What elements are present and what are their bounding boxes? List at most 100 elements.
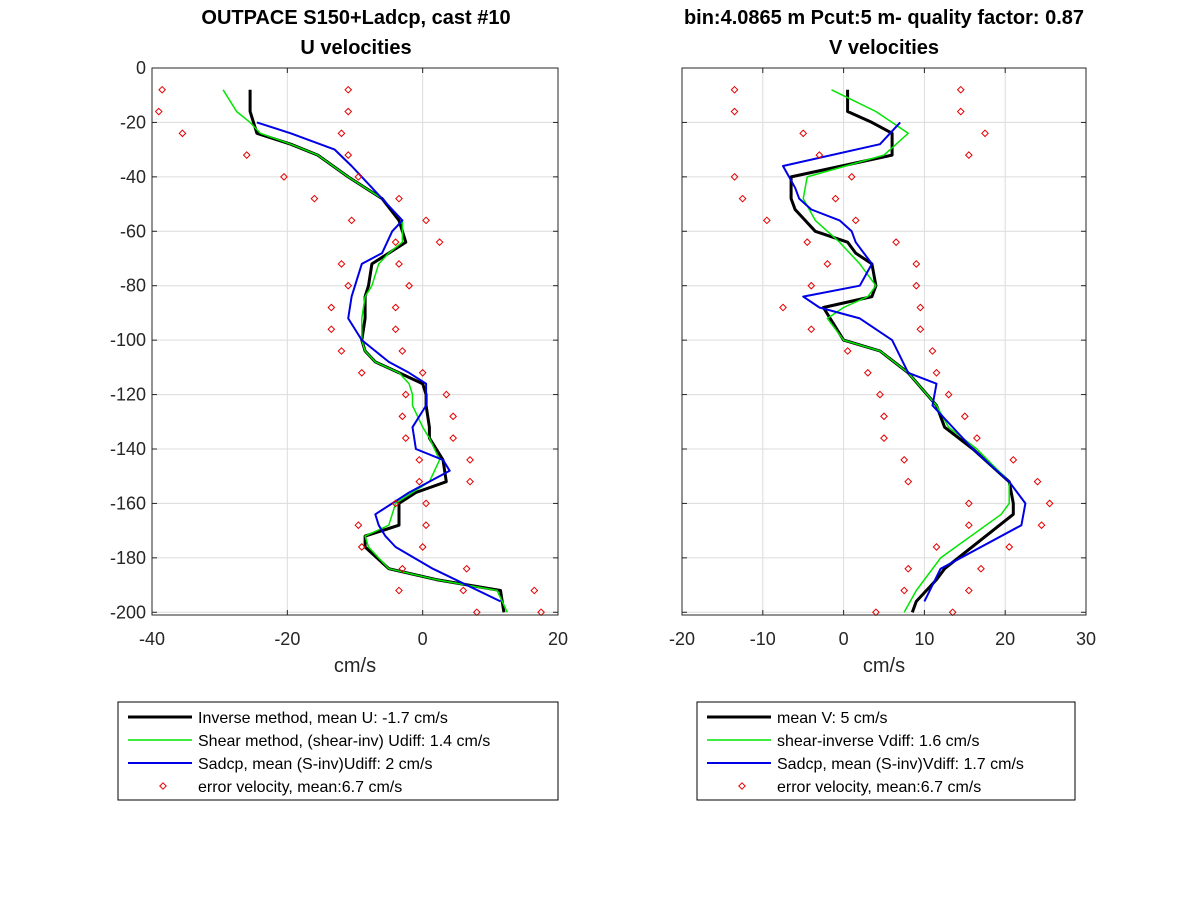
error-velocity-point xyxy=(904,477,913,486)
error-velocity-point xyxy=(357,368,366,377)
error-velocity-point xyxy=(395,586,403,595)
error-velocity-point xyxy=(807,325,816,334)
error-velocity-point xyxy=(530,586,539,595)
right-legend: mean V: 5 cm/s shear-inverse Vdiff: 1.6 c… xyxy=(696,701,1076,801)
legend-marker-error xyxy=(159,782,167,790)
error-velocity-point xyxy=(280,172,288,181)
error-velocity-point xyxy=(912,281,921,290)
error-velocity-point xyxy=(154,107,163,116)
sadcp-series-line xyxy=(256,121,501,603)
error-velocity-point xyxy=(1037,521,1046,530)
error-velocity-point xyxy=(344,107,353,116)
y-tick-label: -100 xyxy=(110,330,146,350)
error-velocity-point xyxy=(449,434,458,443)
left-series-group xyxy=(154,85,545,617)
x-tick-label: 20 xyxy=(548,629,568,649)
error-velocity-point xyxy=(1045,499,1054,508)
error-velocity-point xyxy=(415,477,424,486)
error-velocity-point xyxy=(398,564,407,573)
error-velocity-point xyxy=(435,238,444,247)
x-tick-label: 30 xyxy=(1076,629,1096,649)
error-velocity-point xyxy=(981,129,989,138)
error-velocity-point xyxy=(847,172,856,181)
error-velocity-point xyxy=(310,194,319,203)
error-velocity-point xyxy=(892,238,901,247)
error-velocity-point xyxy=(964,586,973,595)
sadcp-series-line xyxy=(782,121,1027,602)
error-velocity-point xyxy=(843,347,852,355)
error-velocity-point xyxy=(904,564,913,573)
error-velocity-point xyxy=(977,564,985,573)
error-velocity-point xyxy=(973,434,981,443)
error-velocity-point xyxy=(398,347,407,355)
right-plot-background xyxy=(682,68,1086,615)
error-velocity-point xyxy=(442,390,451,399)
error-velocity-point xyxy=(398,412,407,421)
error-velocity-point xyxy=(964,521,973,530)
left-title-line1: OUTPACE S150+Ladcp, cast #10 xyxy=(201,7,510,29)
error-velocity-point xyxy=(405,281,414,290)
error-velocity-point xyxy=(944,390,953,399)
x-tick-label: 20 xyxy=(995,629,1015,649)
error-velocity-point xyxy=(928,347,937,355)
y-tick-label: -120 xyxy=(110,385,146,405)
error-velocity-point xyxy=(916,325,925,334)
error-velocity-point xyxy=(964,499,973,508)
error-velocity-point xyxy=(1033,477,1042,486)
error-velocity-point xyxy=(391,499,400,508)
error-velocity-point xyxy=(932,543,941,551)
v-velocity-panel: bin:4.0865 m Pcut:5 m- quality factor: 0… xyxy=(669,7,1096,801)
error-velocity-point xyxy=(863,368,872,377)
error-velocity-point xyxy=(391,303,400,312)
error-velocity-point xyxy=(242,151,251,159)
error-velocity-point xyxy=(851,216,860,225)
u-velocity-panel: OUTPACE S150+Ladcp, cast #10 U velocitie… xyxy=(110,7,568,801)
legend-label: shear-inverse Vdiff: 1.6 cm/s xyxy=(777,733,979,750)
inverse-series-line xyxy=(789,89,1015,613)
y-tick-label: -80 xyxy=(120,276,146,296)
error-velocity-point xyxy=(1009,455,1018,464)
error-velocity-point xyxy=(1005,543,1014,551)
left-xlabel: cm/s xyxy=(334,655,376,677)
error-velocity-point xyxy=(422,499,430,508)
legend-label: Shear method, (shear-inv) Udiff: 1.4 cm/… xyxy=(198,733,490,750)
shear-series-line xyxy=(802,89,1010,613)
legend-marker-error xyxy=(738,782,746,790)
x-tick-label: 0 xyxy=(418,629,428,649)
error-velocity-point xyxy=(354,521,363,530)
right-series-group xyxy=(730,85,1054,617)
error-velocity-point xyxy=(730,172,739,181)
error-velocity-point xyxy=(415,455,424,464)
y-tick-label: -60 xyxy=(120,221,146,241)
error-velocity-point xyxy=(462,564,471,573)
x-tick-label: -10 xyxy=(750,629,776,649)
error-velocity-point xyxy=(466,455,474,464)
error-velocity-point xyxy=(418,368,427,377)
error-velocity-point xyxy=(395,260,403,268)
error-velocity-point xyxy=(344,281,353,290)
left-plot-background xyxy=(152,68,558,615)
error-velocity-point xyxy=(880,434,888,443)
error-velocity-point xyxy=(956,85,965,94)
error-velocity-point xyxy=(779,303,787,312)
left-ticks: -40 -20 0 200-20-40-60-80-100-120-140-160-1… xyxy=(110,58,568,649)
right-title-line2: V velocities xyxy=(829,37,939,59)
error-velocity-point xyxy=(354,172,363,181)
y-tick-label: -40 xyxy=(120,167,146,187)
error-velocity-point xyxy=(876,390,884,399)
error-velocity-point xyxy=(912,260,921,268)
error-velocity-point xyxy=(449,412,458,421)
error-velocity-point xyxy=(956,107,965,116)
error-velocity-point xyxy=(158,85,167,94)
error-velocity-point xyxy=(395,194,403,203)
error-velocity-point xyxy=(815,151,824,159)
x-tick-label: -20 xyxy=(669,629,695,649)
error-velocity-point xyxy=(900,586,909,595)
error-velocity-point xyxy=(391,238,400,247)
error-velocity-point xyxy=(401,434,410,443)
error-velocity-point xyxy=(344,151,353,159)
error-velocity-point xyxy=(916,303,925,312)
left-legend: Inverse method, mean U: -1.7 cm/s Shear m… xyxy=(117,701,559,801)
error-velocity-point xyxy=(418,543,427,551)
